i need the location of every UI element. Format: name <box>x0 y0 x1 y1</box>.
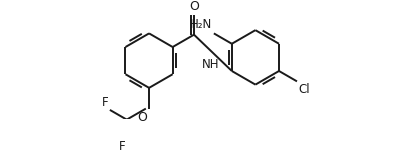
Text: F: F <box>102 96 109 109</box>
Text: NH: NH <box>202 58 220 71</box>
Text: O: O <box>137 111 147 124</box>
Text: H₂N: H₂N <box>190 18 212 32</box>
Text: F: F <box>119 140 125 153</box>
Text: Cl: Cl <box>298 83 310 96</box>
Text: O: O <box>189 0 199 13</box>
